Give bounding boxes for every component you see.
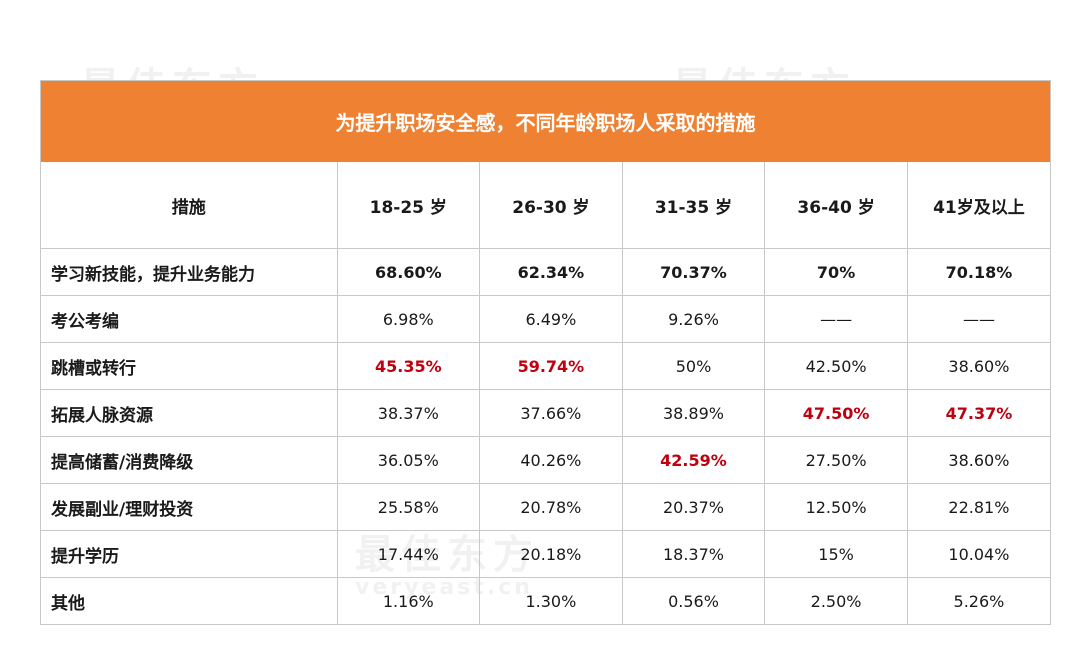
row-label: 拓展人脉资源 — [41, 389, 338, 437]
table-cell: 70% — [764, 248, 908, 296]
header-row: 措施 18-25 岁 26-30 岁 31-35 岁 36-40 岁 41岁及以… — [41, 162, 1050, 249]
table-cell: 20.37% — [622, 483, 766, 531]
row-label: 其他 — [41, 577, 338, 624]
column-header-age-26-30: 26-30 岁 — [479, 162, 623, 249]
table-cell: 18.37% — [622, 530, 766, 578]
table-cell: 10.04% — [907, 530, 1050, 578]
table-row: 其他 1.16% 1.30% 0.56% 2.50% 5.26% — [41, 577, 1050, 624]
row-label: 提高储蓄/消费降级 — [41, 436, 338, 484]
column-header-age-41-plus: 41岁及以上 — [907, 162, 1050, 249]
table-cell: 70.18% — [907, 248, 1050, 296]
column-header-age-31-35: 31-35 岁 — [622, 162, 766, 249]
table-row: 跳槽或转行 45.35% 59.74% 50% 42.50% 38.60% — [41, 342, 1050, 390]
table-cell: 1.16% — [337, 577, 481, 624]
table-cell: 0.56% — [622, 577, 766, 624]
table-row: 发展副业/理财投资 25.58% 20.78% 20.37% 12.50% 22.81% — [41, 483, 1050, 531]
table-cell: 70.37% — [622, 248, 766, 296]
table-cell: 38.60% — [907, 342, 1050, 390]
row-label: 考公考编 — [41, 295, 338, 343]
table-cell: 38.37% — [337, 389, 481, 437]
table-cell: 25.58% — [337, 483, 481, 531]
table-cell: 2.50% — [764, 577, 908, 624]
table-cell: 22.81% — [907, 483, 1050, 531]
table-cell: 40.26% — [479, 436, 623, 484]
table-cell: 27.50% — [764, 436, 908, 484]
table-cell: 5.26% — [953, 591, 1005, 611]
table-cell: 59.74% — [479, 342, 623, 390]
table-row: 考公考编 6.98% 6.49% 9.26% —— —— — [41, 295, 1050, 343]
data-table: 措施 18-25 岁 26-30 岁 31-35 岁 36-40 岁 41岁及以… — [41, 162, 1050, 624]
table-cell: 47.50% — [764, 389, 908, 437]
table-row: 学习新技能，提升业务能力 68.60% 62.34% 70.37% 70% 70.18% — [41, 248, 1050, 296]
table-cell: 15% — [764, 530, 908, 578]
table-cell: 42.59% — [622, 436, 766, 484]
table-cell: 62.34% — [479, 248, 623, 296]
row-label: 学习新技能，提升业务能力 — [41, 248, 338, 296]
row-label: 跳槽或转行 — [41, 342, 338, 390]
table-cell: —— — [764, 295, 908, 343]
column-header-measure: 措施 — [41, 162, 338, 249]
table-cell: 68.60% — [337, 248, 481, 296]
table-cell: 50% — [622, 342, 766, 390]
column-header-age-36-40: 36-40 岁 — [764, 162, 908, 249]
table-cell: 20.18% — [479, 530, 623, 578]
table-cell: 20.78% — [479, 483, 623, 531]
table-cell: 38.89% — [622, 389, 766, 437]
table-cell: 1.30% — [479, 577, 623, 624]
table-title: 为提升职场安全感，不同年龄职场人采取的措施 — [41, 81, 1050, 162]
table-cell: 6.98% — [337, 295, 481, 343]
table-cell: —— — [907, 295, 1050, 343]
data-table-container: 为提升职场安全感，不同年龄职场人采取的措施 措施 18-25 岁 26-30 岁… — [40, 80, 1051, 625]
table-row: 提升学历 17.44% 20.18% 18.37% 15% 10.04% — [41, 530, 1050, 578]
row-label: 提升学历 — [41, 530, 338, 578]
table-cell: 37.66% — [479, 389, 623, 437]
table-cell: 17.44% — [337, 530, 481, 578]
row-label: 发展副业/理财投资 — [41, 483, 338, 531]
table-cell: 38.60% — [907, 436, 1050, 484]
table-row: 拓展人脉资源 38.37% 37.66% 38.89% 47.50% 47.37% — [41, 389, 1050, 437]
table-row: 提高储蓄/消费降级 36.05% 40.26% 42.59% 27.50% 38.60% — [41, 436, 1050, 484]
table-cell: 45.35% — [337, 342, 481, 390]
table-cell: 6.49% — [479, 295, 623, 343]
table-cell: 36.05% — [337, 436, 481, 484]
table-cell: 47.37% — [907, 389, 1050, 437]
table-body: 学习新技能，提升业务能力 68.60% 62.34% 70.37% 70% 70.18% 考… — [41, 248, 1050, 624]
table-cell: 9.26% — [622, 295, 766, 343]
column-header-age-18-25: 18-25 岁 — [337, 162, 481, 249]
table-cell: 12.50% — [764, 483, 908, 531]
table-cell: 42.50% — [764, 342, 908, 390]
